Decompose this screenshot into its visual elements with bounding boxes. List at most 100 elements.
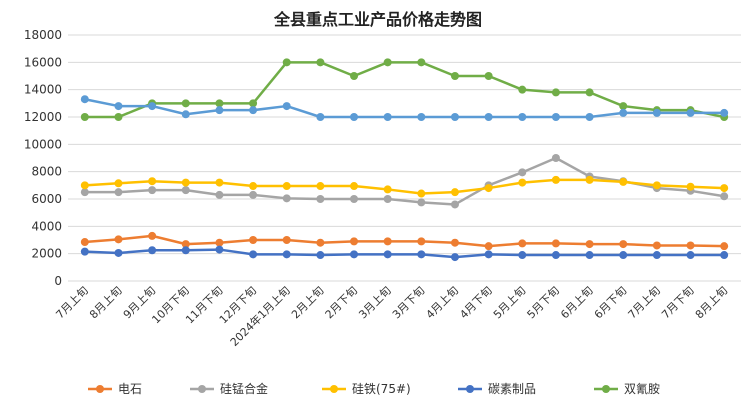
legend-marker <box>330 385 338 393</box>
data-point <box>80 238 89 247</box>
data-point <box>686 241 695 250</box>
data-point <box>114 102 123 111</box>
data-point <box>652 251 661 260</box>
data-point <box>585 251 594 260</box>
x-tick-label: 7月下旬 <box>659 284 696 321</box>
legend-item: 硅锰合金 <box>190 381 268 396</box>
data-point <box>148 177 157 186</box>
data-point <box>316 251 325 260</box>
y-tick-label: 18000 <box>24 28 62 42</box>
data-point <box>518 168 527 177</box>
data-point <box>148 102 157 111</box>
data-point <box>619 108 628 117</box>
data-point <box>383 250 392 259</box>
data-point <box>720 251 729 260</box>
series-3 <box>80 245 729 262</box>
data-point <box>114 179 123 188</box>
data-point <box>518 113 527 121</box>
data-point <box>114 113 123 121</box>
y-axis-ticks: 0 2000 4000 6000 8000 10000 12000 14000 16000 180… <box>24 28 62 288</box>
data-point <box>114 235 123 244</box>
series-line <box>84 248 725 259</box>
data-point <box>417 198 426 207</box>
data-point <box>450 188 459 197</box>
data-point <box>249 190 258 199</box>
data-point <box>350 237 359 246</box>
x-tick-label: 7月上旬 <box>626 284 663 321</box>
y-tick-label: 0 <box>54 274 62 288</box>
data-point <box>417 250 426 259</box>
data-point <box>148 246 157 255</box>
series-2 <box>80 175 729 198</box>
data-point <box>417 189 426 198</box>
legend-label: 硅铁(75#) <box>352 382 411 396</box>
data-point <box>148 186 157 195</box>
data-point <box>181 110 190 119</box>
x-tick-label: 6月下旬 <box>592 284 629 321</box>
data-point <box>282 58 291 67</box>
data-point <box>249 182 258 191</box>
data-point <box>417 237 426 246</box>
data-point <box>450 253 459 262</box>
data-point <box>181 178 190 187</box>
data-point <box>80 247 89 256</box>
data-point <box>686 108 695 117</box>
data-point <box>720 108 729 117</box>
data-point <box>316 195 325 203</box>
data-point <box>551 88 560 97</box>
x-tick-label: 7月上旬 <box>53 284 90 321</box>
data-point <box>551 251 560 260</box>
data-point <box>686 182 695 191</box>
data-point <box>383 195 392 203</box>
data-point <box>450 72 459 80</box>
data-point <box>80 188 89 197</box>
data-point <box>80 95 89 104</box>
data-point <box>450 238 459 247</box>
chart-title: 全县重点工业产品价格走势图 <box>273 10 482 29</box>
legend-label: 电石 <box>118 382 142 396</box>
data-point <box>80 113 89 121</box>
x-axis-ticks: 7月上旬8月上旬9月上旬10月下旬11月下旬12月下旬2024年1月上旬2月上旬… <box>53 283 730 349</box>
data-point <box>585 113 594 121</box>
data-point <box>181 99 190 108</box>
data-point <box>585 240 594 249</box>
data-point <box>282 236 291 244</box>
legend: 电石 硅锰合金 硅铁(75#) 碳素制品 双氰胺 <box>88 381 660 396</box>
x-tick-label: 2月下旬 <box>323 284 360 321</box>
x-tick-label: 8月上旬 <box>87 284 124 321</box>
data-point <box>316 58 325 67</box>
legend-item: 电石 <box>88 382 142 396</box>
data-point <box>619 251 628 260</box>
data-point <box>316 113 325 121</box>
series-layer <box>80 58 729 262</box>
data-point <box>215 99 224 108</box>
data-point <box>518 85 527 94</box>
x-tick-label: 5月上旬 <box>491 284 528 321</box>
data-point <box>215 106 224 115</box>
legend-marker <box>198 385 206 393</box>
data-point <box>686 251 695 260</box>
data-point <box>350 72 359 80</box>
data-point <box>148 231 157 240</box>
data-point <box>417 113 426 121</box>
x-tick-label: 2月上旬 <box>289 284 326 321</box>
x-tick-label: 5月下旬 <box>525 284 562 321</box>
data-point <box>80 181 89 190</box>
data-point <box>249 236 258 244</box>
data-point <box>417 58 426 67</box>
series-0 <box>80 231 729 251</box>
y-tick-label: 6000 <box>31 192 62 206</box>
x-tick-label: 8月上旬 <box>693 284 730 321</box>
data-point <box>450 113 459 121</box>
data-point <box>518 251 527 260</box>
data-point <box>383 58 392 67</box>
data-point <box>585 88 594 97</box>
series-line <box>84 178 725 195</box>
data-point <box>316 182 325 191</box>
data-point <box>484 250 493 259</box>
data-point <box>114 188 123 197</box>
legend-label: 硅锰合金 <box>220 381 268 396</box>
data-point <box>383 237 392 246</box>
